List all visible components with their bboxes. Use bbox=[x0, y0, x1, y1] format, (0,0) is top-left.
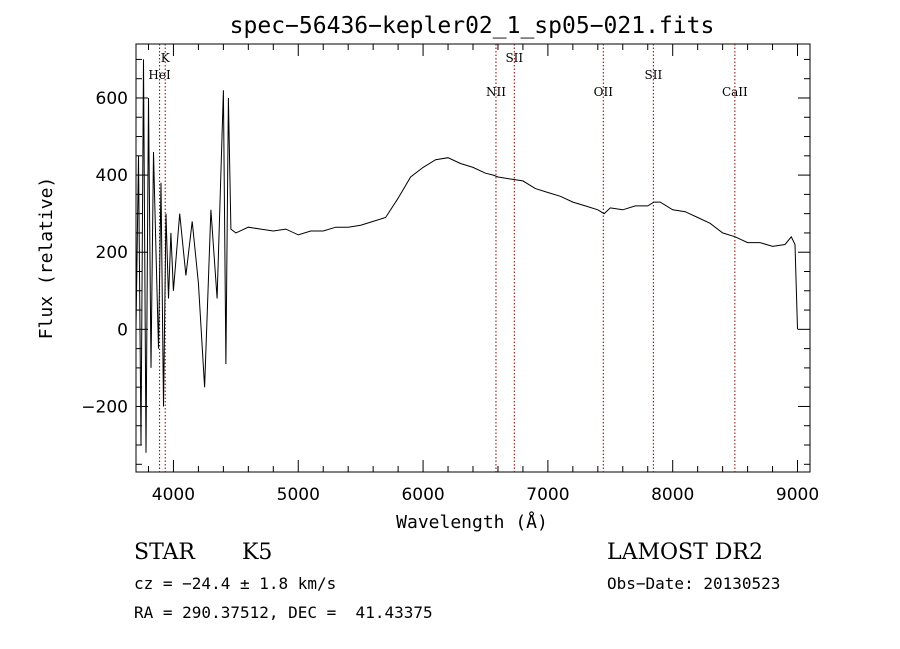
redshift-readout: cz = −24.4 ± 1.8 km/s bbox=[134, 574, 337, 593]
object-subclass: K5 bbox=[242, 540, 273, 565]
x-tick-label: 6000 bbox=[401, 485, 444, 505]
y-tick-label: −200 bbox=[81, 397, 128, 417]
plot-frame bbox=[135, 43, 811, 473]
marker-label-sii: SII bbox=[645, 68, 663, 82]
y-axis-label: Flux (relative) bbox=[36, 177, 57, 340]
marker-label-sii: SII bbox=[505, 51, 523, 65]
survey-name: LAMOST DR2 bbox=[607, 540, 763, 565]
y-tick-label: 200 bbox=[96, 243, 128, 263]
coordinates-readout: RA = 290.37512, DEC = 41.43375 bbox=[134, 603, 433, 622]
x-tick-label: 4000 bbox=[152, 485, 195, 505]
x-tick-label: 7000 bbox=[526, 485, 569, 505]
x-tick-label: 8000 bbox=[651, 485, 694, 505]
observation-date: Obs−Date: 20130523 bbox=[607, 574, 781, 593]
marker-label-oii: OII bbox=[594, 85, 614, 99]
marker-label-nii: NII bbox=[486, 85, 506, 99]
y-tick-label: 400 bbox=[96, 166, 128, 186]
x-tick-label: 9000 bbox=[776, 485, 819, 505]
chart-title: spec−56436−kepler02_1_sp05−021.fits bbox=[230, 13, 715, 39]
line-markers: K HeI NII SII OII SII CaII bbox=[148, 44, 748, 472]
x-axis: 4000 5000 6000 7000 8000 9000 bbox=[147, 44, 819, 505]
y-axis: −200 0 200 400 600 bbox=[81, 58, 810, 465]
y-tick-label: 600 bbox=[96, 89, 128, 109]
marker-label-k: K bbox=[161, 51, 171, 65]
x-tick-label: 5000 bbox=[277, 485, 320, 505]
object-class: STAR bbox=[134, 540, 195, 565]
x-axis-label: Wavelength (Å) bbox=[396, 511, 548, 533]
marker-label-hei: HeI bbox=[148, 68, 171, 82]
marker-label-caii: CaII bbox=[722, 85, 748, 99]
y-tick-label: 0 bbox=[117, 320, 128, 340]
spectrum-line bbox=[135, 59, 798, 453]
